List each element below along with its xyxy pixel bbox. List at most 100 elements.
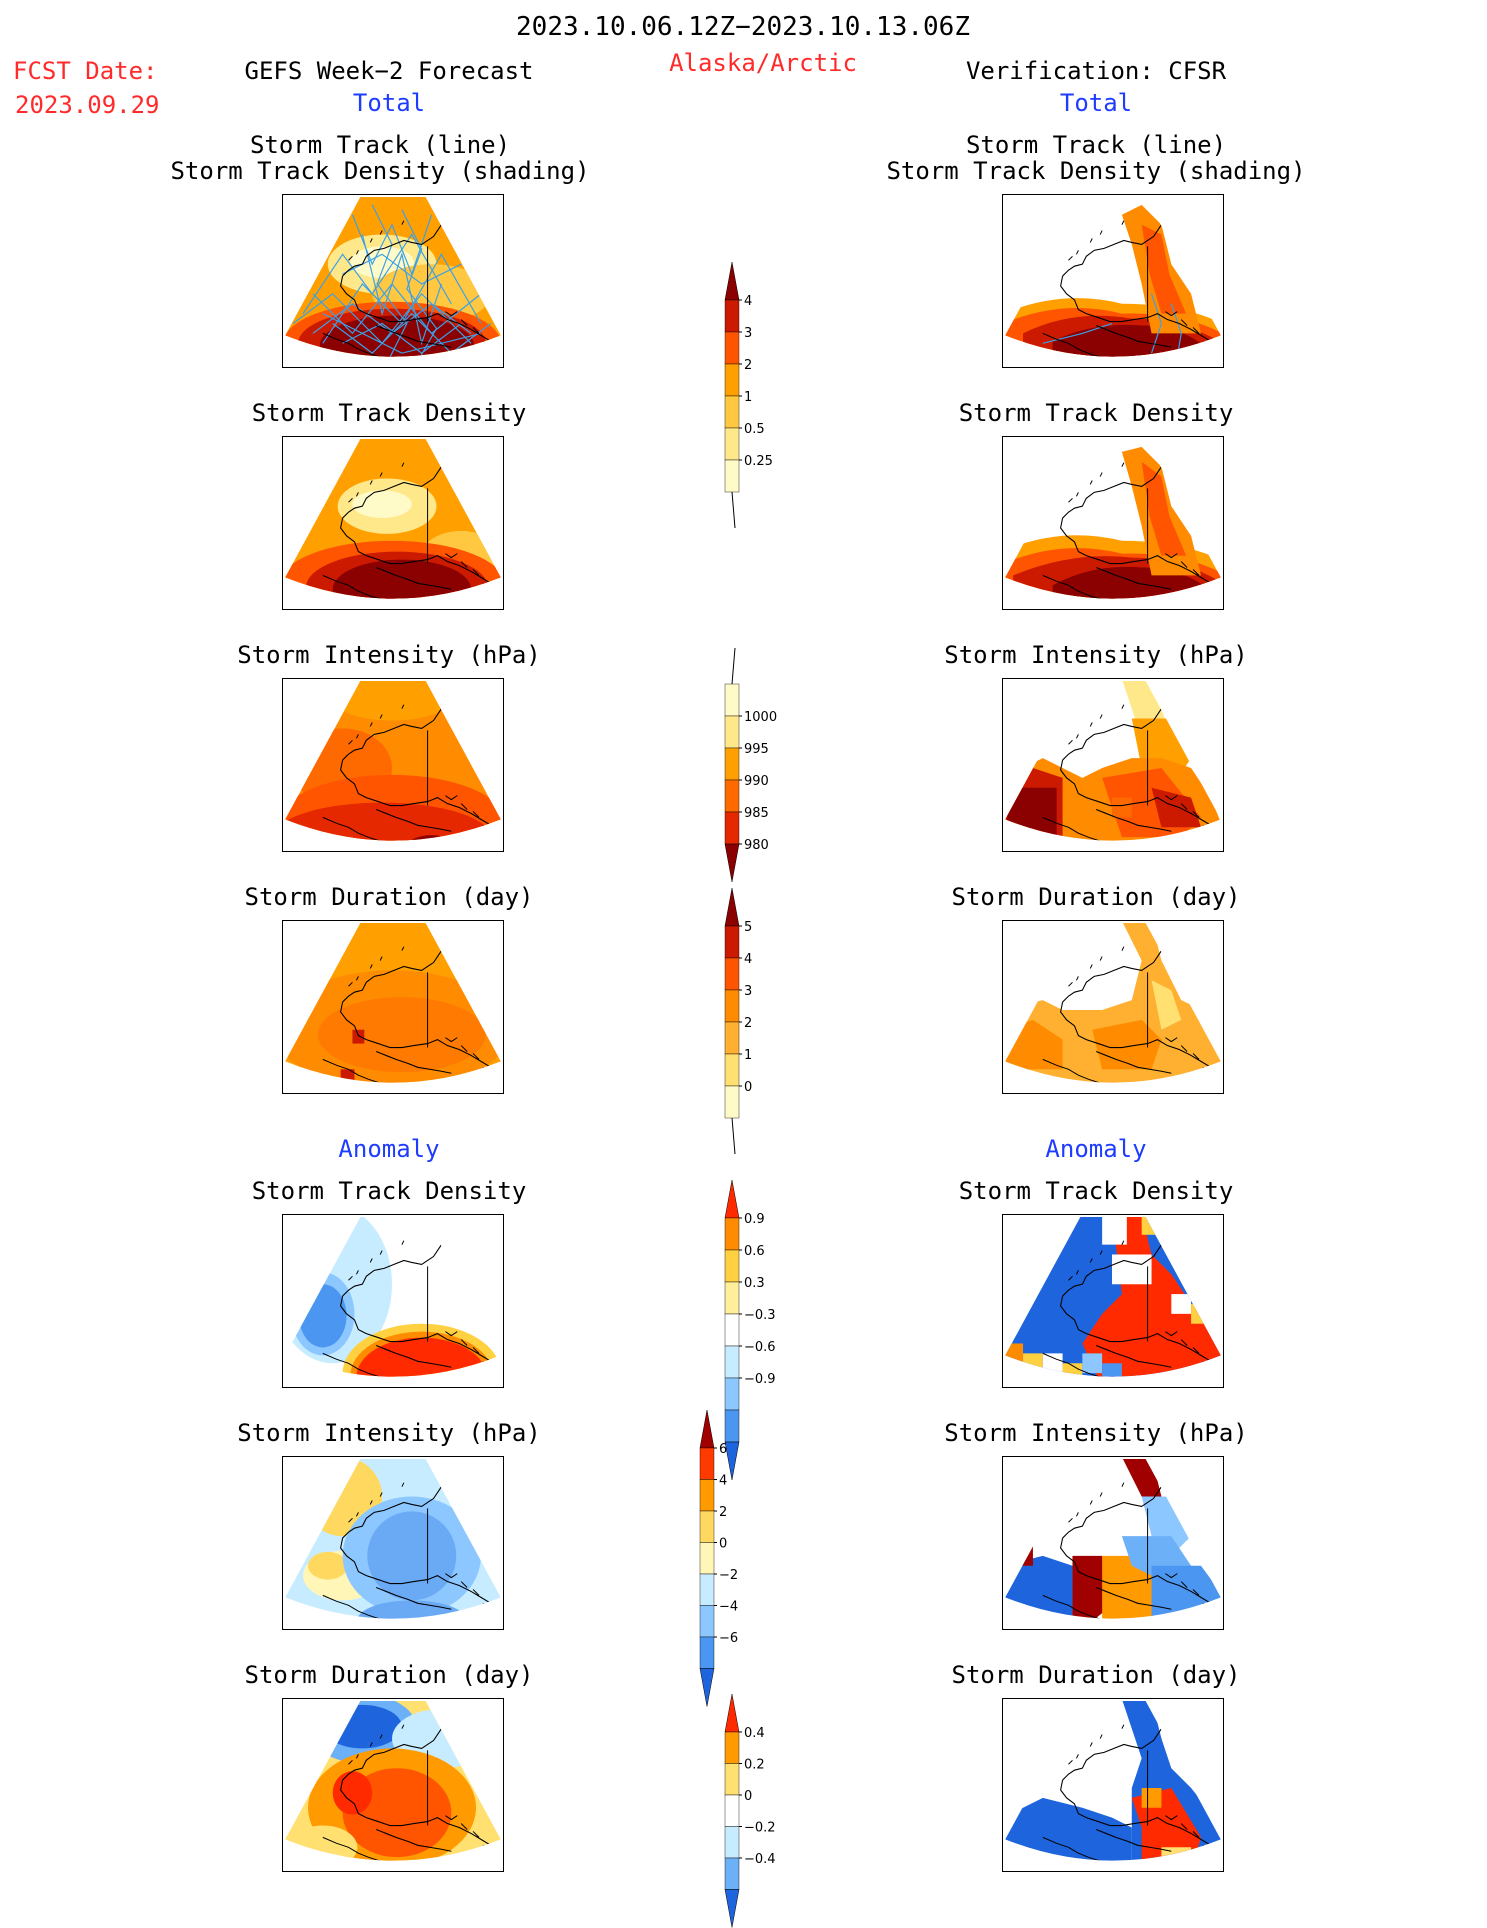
colorbar-tick-label: 0.4 [744, 1726, 765, 1741]
colorbar-intensity-total: 1000 995 990 985 980 [724, 646, 785, 890]
colorbar-segment [724, 957, 740, 991]
colorbar-segment [724, 331, 740, 365]
map-cfsr-anom-intensity [1002, 1456, 1224, 1630]
left-anomaly-label: Anomaly [338, 1135, 440, 1163]
region-title: Alaska/Arctic [669, 49, 857, 77]
colorbar-tick-label: 0.5 [744, 422, 765, 437]
colorbar-tick-label: 3 [744, 326, 752, 341]
colorbar-segment [699, 1636, 715, 1669]
map-gefs-track-density [282, 436, 504, 610]
map-cfsr-intensity [1002, 678, 1224, 852]
colorbar-duration-total: 5 4 3 2 1 0 [724, 887, 785, 1172]
colorbar-segment [724, 427, 740, 461]
colorbar-segment [724, 1313, 740, 1347]
colorbar-tick-label: 0 [719, 1537, 727, 1552]
colorbar-tick-label: 0.2 [744, 1758, 765, 1773]
colorbar-tick-label: −0.9 [744, 1372, 776, 1387]
colorbar-bottom-arrow [724, 843, 740, 883]
colorbar-segment [724, 925, 740, 959]
right-anom-density-title: Storm Track Density [958, 1177, 1234, 1205]
colorbar-tick-label: 0 [744, 1080, 752, 1095]
colorbar-top-arrow [724, 1693, 740, 1733]
colorbar-segment [699, 1510, 715, 1543]
colorbar-tick-label: 0.3 [744, 1276, 765, 1291]
right-anomaly-label: Anomaly [1045, 1135, 1147, 1163]
colorbar-segment [724, 1857, 740, 1890]
colorbar-tick-label: −0.4 [744, 1852, 776, 1867]
colorbar-tick-label: −4 [719, 1600, 738, 1615]
colorbar-segment [724, 363, 740, 397]
right-anom-duration-title: Storm Duration (day) [951, 1661, 1241, 1689]
colorbar-segment [724, 1763, 740, 1796]
map-cfsr-track-density-line [1002, 194, 1224, 368]
colorbar-segment [724, 1794, 740, 1827]
colorbar-segment [724, 747, 740, 781]
right-track-shading-title: Storm Track Density (shading) [886, 157, 1306, 185]
colorbar-tick-label: 4 [744, 952, 752, 967]
colorbar-segment [724, 1249, 740, 1283]
map-cfsr-anom-density [1002, 1214, 1224, 1388]
map-gefs-intensity [282, 678, 504, 852]
right-anom-intensity-title: Storm Intensity (hPa) [944, 1419, 1248, 1447]
colorbar-segment [724, 1021, 740, 1055]
map-cfsr-track-density [1002, 436, 1224, 610]
colorbar-bottom-line [731, 491, 736, 529]
left-intensity-title: Storm Intensity (hPa) [237, 641, 541, 669]
colorbar-tick-label: 3 [744, 984, 752, 999]
colorbar-tick-label: 990 [744, 774, 769, 789]
left-anom-density-title: Storm Track Density [251, 1177, 527, 1205]
colorbar-tick-label: 2 [719, 1505, 727, 1520]
colorbar-tick-label: 0.25 [744, 454, 773, 469]
colorbar-tick-label: 0 [744, 1789, 752, 1804]
colorbar-tick-label: 6 [719, 1442, 727, 1457]
fcst-date-value: 2023.09.29 [15, 91, 160, 119]
map-gefs-track-density-line [282, 194, 504, 368]
colorbar-top-arrow [699, 1409, 715, 1449]
colorbar-density-total: 4 3 2 1 0.5 0.25 [724, 261, 785, 529]
map-cfsr-anom-duration [1002, 1698, 1224, 1872]
left-anom-duration-title: Storm Duration (day) [244, 1661, 534, 1689]
colorbar-segment [724, 1053, 740, 1087]
colorbar-segment [699, 1479, 715, 1512]
colorbar-tick-label: 980 [744, 838, 769, 853]
colorbar-tick-label: 5 [744, 920, 752, 935]
colorbar-top-arrow [724, 1179, 740, 1219]
colorbar-tick-label: 0.6 [744, 1244, 765, 1259]
map-gefs-anom-intensity [282, 1456, 504, 1630]
right-column-title: Verification: CFSR [965, 57, 1227, 85]
colorbar-segment [724, 779, 740, 813]
colorbar-top-line [731, 647, 736, 685]
left-duration-title: Storm Duration (day) [244, 883, 534, 911]
left-column-title: GEFS Week−2 Forecast [244, 57, 534, 85]
colorbar-tick-label: 4 [719, 1474, 727, 1489]
colorbar-tick-label: 1000 [744, 710, 777, 725]
colorbar-tick-label: 2 [744, 358, 752, 373]
colorbar-segment [724, 1377, 740, 1411]
left-track-line-title: Storm Track (line) [249, 131, 511, 159]
colorbar-segment [724, 1217, 740, 1251]
colorbar-segment [724, 1281, 740, 1315]
colorbar-tick-label: 1 [744, 1048, 752, 1063]
colorbar-segment [699, 1542, 715, 1575]
colorbar-segment [724, 1345, 740, 1379]
colorbar-segment [724, 1731, 740, 1764]
colorbar-bottom-line [731, 1117, 736, 1155]
colorbar-top-arrow [724, 887, 740, 927]
colorbar-segment [724, 395, 740, 429]
colorbar-bottom-arrow [699, 1668, 715, 1707]
colorbar-tick-label: 0.9 [744, 1212, 765, 1227]
map-gefs-anom-density [282, 1214, 504, 1388]
colorbar-bottom-arrow [724, 1441, 740, 1481]
colorbar-segment [699, 1605, 715, 1638]
colorbar-duration-anom: 0.4 0.2 0 −0.2 −0.4 [724, 1693, 785, 1928]
fcst-date-label: FCST Date: [13, 57, 158, 85]
colorbar-tick-label: −0.3 [744, 1308, 776, 1323]
period-title: 2023.10.06.12Z−2023.10.13.06Z [516, 12, 970, 42]
map-gefs-anom-duration [282, 1698, 504, 1872]
colorbar-tick-label: 2 [744, 1016, 752, 1031]
right-density-title: Storm Track Density [958, 399, 1234, 427]
colorbar-top-arrow [724, 261, 740, 301]
right-intensity-title: Storm Intensity (hPa) [944, 641, 1248, 669]
colorbar-intensity-anom: 6 4 2 0 −2 −4 −6 [699, 1409, 760, 1714]
colorbar-bottom-arrow [724, 1889, 740, 1928]
